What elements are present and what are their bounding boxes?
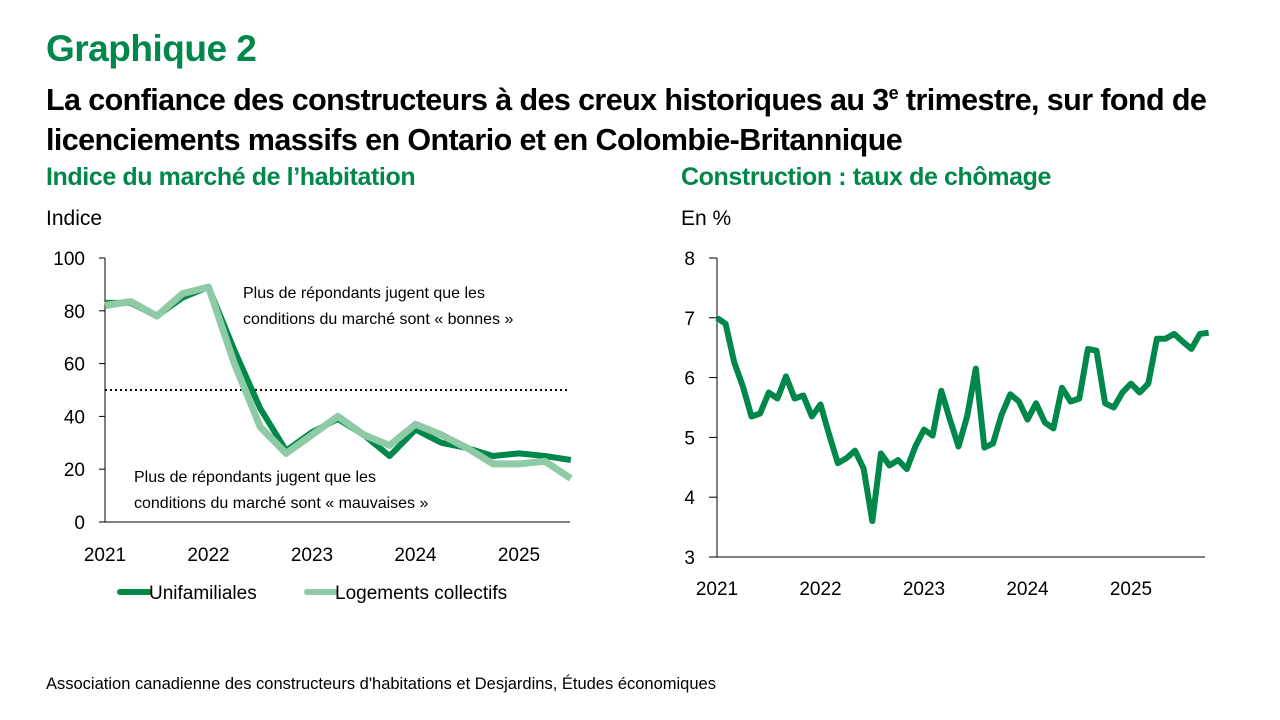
title-part-1: La confiance des constructeurs à des cre… xyxy=(46,83,889,117)
left-x-tick-label: 2025 xyxy=(498,545,540,566)
right-chart-title: Construction : taux de chômage xyxy=(681,163,1051,191)
annotation-bad-line2: conditions du marché sont « mauvaises » xyxy=(134,495,428,512)
annotation-good-line2: conditions du marché sont « bonnes » xyxy=(243,311,514,328)
title-part-2: trimestre, sur fond de licenciements mas… xyxy=(46,83,1207,157)
figure-title: La confiance des constructeurs à des cre… xyxy=(46,80,1266,160)
right-y-tick-label: 5 xyxy=(684,428,695,449)
left-y-tick-label: 20 xyxy=(64,460,85,481)
left-y-tick-label: 40 xyxy=(64,407,85,428)
annotation-good-line1: Plus de répondants jugent que les xyxy=(243,285,485,302)
right-y-tick-label: 8 xyxy=(684,249,695,270)
left-x-tick-label: 2023 xyxy=(291,545,333,566)
source-note: Association canadienne des constructeurs… xyxy=(46,675,716,693)
legend-label-collectifs: Logements collectifs xyxy=(335,583,507,604)
left-y-tick-label: 100 xyxy=(53,249,85,270)
right-x-tick-label: 2024 xyxy=(1006,579,1049,600)
right-y-tick-label: 4 xyxy=(684,488,695,509)
left-x-tick-label: 2021 xyxy=(84,545,126,566)
title-superscript: e xyxy=(888,83,899,103)
right-chart-ylabel: En % xyxy=(681,207,732,230)
legend-label-unifamiliales: Unifamiliales xyxy=(149,583,257,604)
right-y-tick-label: 7 xyxy=(684,309,695,330)
left-x-tick-label: 2024 xyxy=(394,545,437,566)
left-x-tick-label: 2022 xyxy=(187,545,229,566)
right-y-tick-label: 3 xyxy=(684,548,695,569)
left-chart-ylabel: Indice xyxy=(46,207,103,230)
left-y-tick-label: 0 xyxy=(74,513,85,534)
right-x-tick-label: 2022 xyxy=(799,579,841,600)
left-chart-title: Indice du marché de l’habitation xyxy=(46,163,416,191)
right-x-tick-label: 2023 xyxy=(903,579,945,600)
annotation-bad-line1: Plus de répondants jugent que les xyxy=(134,469,376,486)
right-x-tick-label: 2025 xyxy=(1110,579,1152,600)
left-y-tick-label: 60 xyxy=(64,355,85,376)
left-y-tick-label: 80 xyxy=(64,302,85,323)
series-line-chomage xyxy=(715,315,1209,525)
right-x-tick-label: 2021 xyxy=(696,579,738,600)
right-y-tick-label: 6 xyxy=(684,369,695,390)
figure-label: Graphique 2 xyxy=(46,28,257,69)
